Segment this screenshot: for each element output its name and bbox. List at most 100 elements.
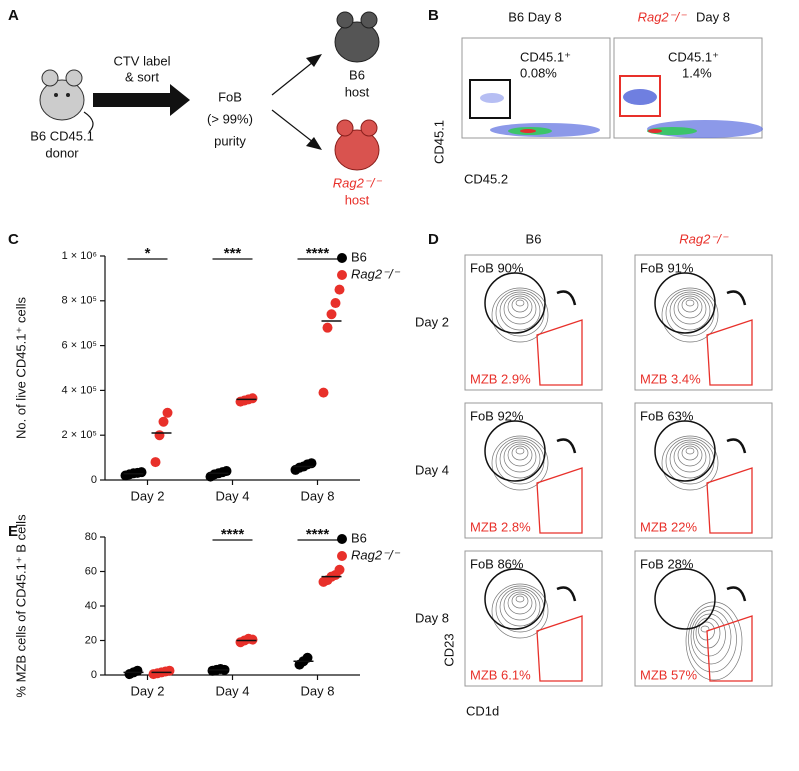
- host-label: host: [345, 192, 370, 207]
- arrow-head: [306, 54, 322, 67]
- plot-title: B6 Day 8: [508, 9, 561, 24]
- contour: [685, 299, 695, 307]
- x-tick-label: Day 8: [301, 488, 335, 503]
- contour: [698, 621, 715, 641]
- legend-marker: [337, 534, 347, 544]
- fob-label: FoB: [218, 89, 242, 104]
- dot: [322, 322, 333, 333]
- contour: [503, 589, 537, 621]
- mzb-label: MZB 2.8%: [470, 519, 531, 534]
- plot-frame: [634, 550, 773, 687]
- contour: [511, 593, 529, 609]
- contour: [665, 289, 715, 337]
- fob-gate: [654, 568, 716, 630]
- contour: [681, 297, 699, 313]
- panel-label: C: [8, 231, 19, 248]
- contour: [511, 445, 529, 461]
- y-tick-label: 8 × 10⁵: [62, 295, 97, 307]
- fob-label: FoB 86%: [470, 556, 524, 571]
- contour: [507, 591, 533, 615]
- contour: [511, 297, 529, 313]
- y-tick-label: 2 × 10⁵: [62, 429, 97, 441]
- gate-arrow: [556, 290, 577, 306]
- mouse-rag: [334, 119, 380, 171]
- dot: [302, 652, 313, 663]
- y-tick-label: 1 × 10⁶: [62, 250, 97, 262]
- mzb-gate: [706, 467, 753, 534]
- significance: ****: [221, 526, 245, 543]
- row-label: Day 4: [415, 462, 449, 477]
- arrow: [271, 57, 319, 96]
- dot: [318, 387, 329, 398]
- x-tick-label: Day 4: [216, 488, 250, 503]
- fob-label: FoB 91%: [640, 260, 694, 275]
- x-tick-label: Day 2: [131, 488, 165, 503]
- mzb-label: MZB 6.1%: [470, 667, 531, 682]
- x-tick-label: Day 8: [301, 683, 335, 698]
- contour: [515, 447, 525, 455]
- plot-frame: [464, 402, 603, 539]
- contour: [503, 293, 537, 325]
- mzb-gate: [536, 319, 583, 386]
- plot-title: Rag2⁻/⁻: [638, 9, 688, 24]
- contour: [669, 439, 711, 479]
- plot-frame: [634, 402, 773, 539]
- arrow: [93, 84, 190, 116]
- dot: [164, 665, 175, 676]
- plot-frame: [634, 254, 773, 391]
- y-tick-label: 20: [85, 634, 97, 646]
- host-label: B6: [349, 67, 365, 82]
- mzb-label: MZB 3.4%: [640, 371, 701, 386]
- dot: [334, 564, 345, 575]
- gate-label: CD45.1⁺: [520, 49, 571, 64]
- axis-label: CD45.1: [431, 120, 446, 164]
- contour: [491, 435, 549, 491]
- contour: [495, 437, 545, 485]
- dot: [330, 298, 341, 309]
- contour: [507, 443, 533, 467]
- contour: [495, 289, 545, 337]
- axis-label: CD23: [441, 633, 456, 666]
- contour: [507, 295, 533, 319]
- contour: [491, 287, 549, 343]
- flow-plot: [461, 37, 611, 139]
- legend-label: B6: [351, 530, 367, 545]
- significance: ****: [306, 245, 330, 262]
- row-label: Day 2: [415, 314, 449, 329]
- fob-gate: [484, 420, 546, 482]
- panel-label: D: [428, 231, 439, 248]
- legend-label: Rag2⁻/⁻: [351, 547, 401, 562]
- gate-arrow: [726, 438, 747, 454]
- fob-label: purity: [214, 133, 246, 148]
- dot: [306, 458, 317, 469]
- mzb-label: MZB 22%: [640, 519, 698, 534]
- legend-label: B6: [351, 249, 367, 264]
- mzb-label: MZB 2.9%: [470, 371, 531, 386]
- y-tick-label: 4 × 10⁵: [62, 384, 97, 396]
- dot: [158, 416, 169, 427]
- x-tick-label: Day 4: [216, 683, 250, 698]
- contour: [499, 439, 541, 479]
- y-tick-label: 40: [85, 600, 97, 612]
- contour: [700, 625, 710, 633]
- dot: [221, 466, 232, 477]
- axis-label: CD45.2: [464, 171, 508, 186]
- sort-label: CTV label: [113, 53, 170, 68]
- contour: [503, 441, 537, 473]
- dot: [136, 467, 147, 478]
- contour: [495, 585, 545, 633]
- dot: [334, 284, 345, 295]
- fob-label: FoB 63%: [640, 408, 694, 423]
- y-tick-label: 60: [85, 565, 97, 577]
- gate-arrow: [726, 290, 747, 306]
- dot: [150, 457, 161, 468]
- arrow: [271, 109, 319, 147]
- legend-marker: [337, 253, 347, 263]
- gate-arrow: [556, 586, 577, 602]
- fob-label: FoB 92%: [470, 408, 524, 423]
- contour: [685, 601, 743, 681]
- flow-plot: [613, 37, 763, 139]
- significance: ****: [306, 526, 330, 543]
